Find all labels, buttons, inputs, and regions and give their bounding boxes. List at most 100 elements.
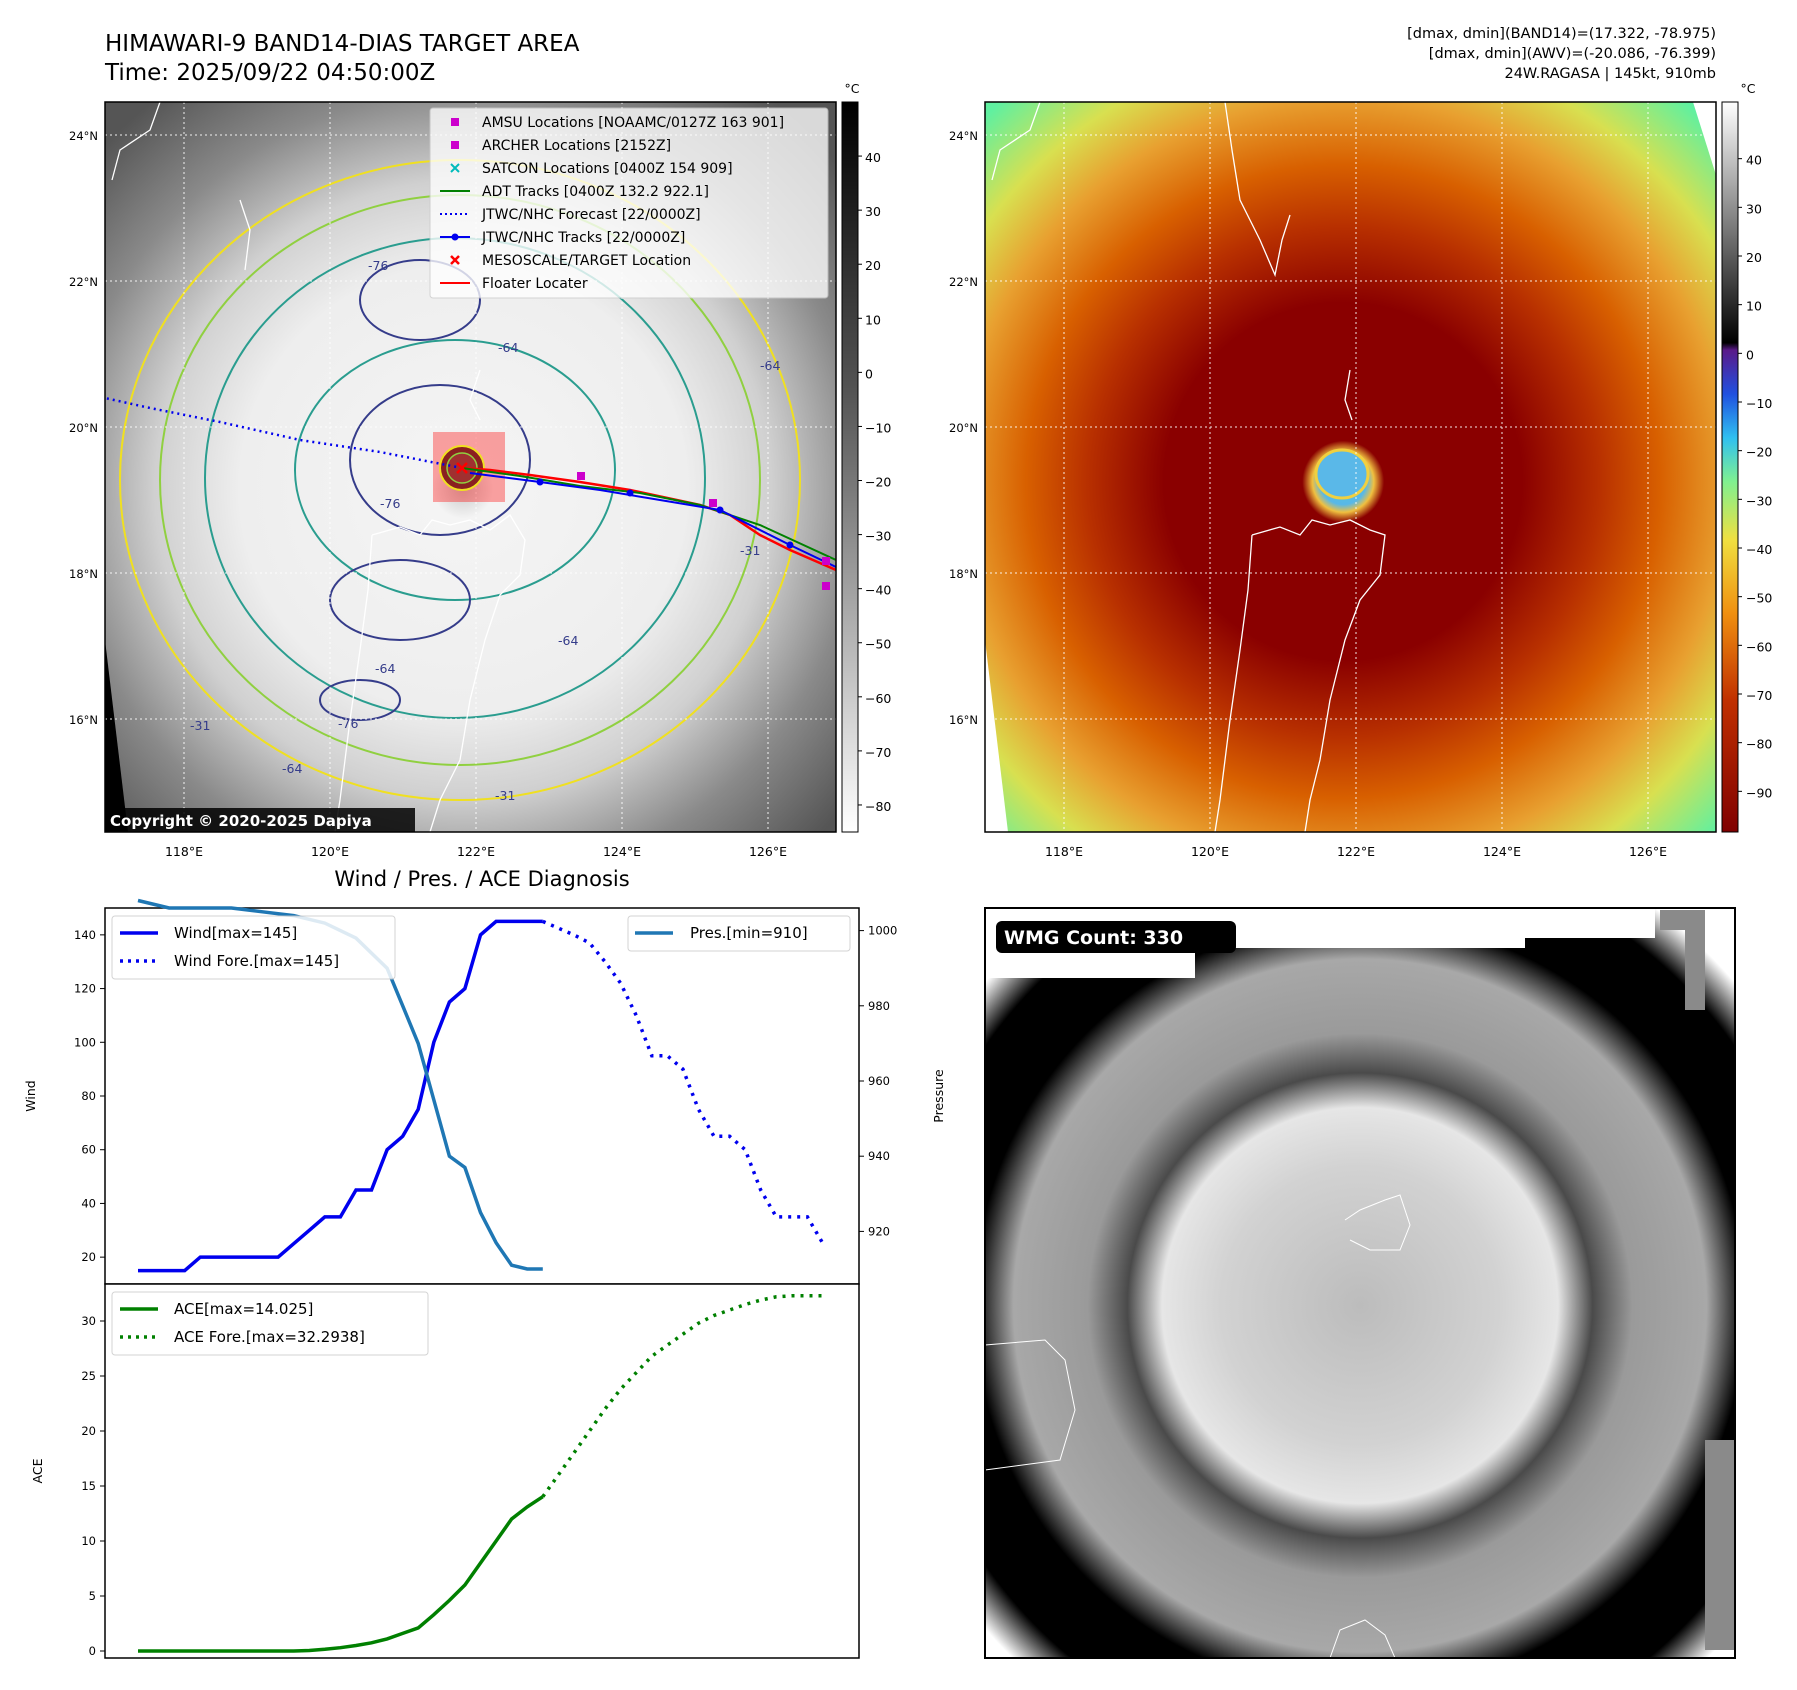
ace-tick-label: 15 <box>81 1479 96 1493</box>
lon-tick-label: 118°E <box>165 844 203 859</box>
awv-colorbar-label: −50 <box>1746 591 1772 606</box>
legend-tracks: JTWC/NHC Tracks [22/0000Z] <box>481 230 685 246</box>
pressure-tick-label: 980 <box>868 999 890 1013</box>
wind-tick-label: 80 <box>81 1089 96 1103</box>
lat-tick-label: 22°N <box>69 275 98 289</box>
ir-colorbar-label: −20 <box>865 475 891 490</box>
ir-colorbar-label: −50 <box>865 637 891 652</box>
awv-colorbar-label: −30 <box>1746 493 1772 508</box>
contour-label-7: -64 <box>282 761 302 776</box>
awv-panel: °C <box>984 81 1756 833</box>
lon-tick-label: 122°E <box>1337 844 1375 859</box>
dmax-dmin-band14: [dmax, dmin](BAND14)=(17.322, -78.975) <box>1407 26 1716 42</box>
wind-legend: Wind[max=145] Wind Fore.[max=145] <box>111 915 396 980</box>
awv-colorbar-label: −70 <box>1746 688 1772 703</box>
awv-colorbar-label: −10 <box>1746 396 1772 411</box>
lat-tick-label: 22°N <box>949 275 978 289</box>
ace-chart: ACE 30 25 20 15 10 5 0 ACE[max=14.025] ACE For… <box>30 1283 860 1659</box>
awv-colorbar-label: −80 <box>1746 737 1772 752</box>
legend-archer: ARCHER Locations [2152Z] <box>482 138 671 154</box>
contour-label-2: -64 <box>498 340 518 355</box>
legend-wind: Wind[max=145] <box>174 924 297 942</box>
awv-colorbar-label: −90 <box>1746 785 1772 800</box>
legend-marker-amsu <box>451 118 459 126</box>
lon-tick-label: 126°E <box>749 844 787 859</box>
contour-label-11: -31 <box>190 718 210 733</box>
wind-tick-label: 140 <box>74 928 96 942</box>
wind-tick-label: 60 <box>81 1143 96 1157</box>
series-line-2 <box>137 898 543 1271</box>
ir-colorbar-label: −70 <box>865 745 891 760</box>
contour-label-1: -76 <box>368 258 388 273</box>
ir-colorbar-label: 30 <box>865 204 881 219</box>
wind-tick-label: 100 <box>74 1035 96 1049</box>
lon-tick-label: 122°E <box>457 844 495 859</box>
legend-ace-forecast: ACE Fore.[max=32.2938] <box>174 1328 365 1346</box>
legend-satcon: SATCON Locations [0400Z 154 909] <box>482 161 733 177</box>
awv-colorbar-label: 30 <box>1746 201 1762 216</box>
legend-marker-mesoscale <box>450 255 460 265</box>
lon-tick-label: 120°E <box>311 844 349 859</box>
contour-label-8: -31 <box>740 543 760 558</box>
lat-tick-label: 24°N <box>69 129 98 143</box>
storm-identifier: 24W.RAGASA | 145kt, 910mb <box>1504 66 1716 82</box>
ir-colorbar: °C <box>841 81 860 833</box>
wind-axis-label: Wind <box>23 1080 38 1111</box>
wind-pressure-chart: Wind / Pres. / ACE Diagnosis Wind Pressu… <box>23 867 946 1285</box>
pressure-tick-label: 1000 <box>868 924 897 938</box>
lon-tick-label: 126°E <box>1629 844 1667 859</box>
legend-floater: Floater Locater <box>482 276 588 292</box>
ace-tick-label: 20 <box>81 1424 96 1438</box>
legend-forecast: JTWC/NHC Forecast [22/0000Z] <box>481 207 701 223</box>
ir-colorbar-label: −10 <box>865 420 891 435</box>
ir-colorbar-unit: °C <box>845 81 860 96</box>
contour-label-9: -31 <box>495 788 515 803</box>
awv-colorbar-label: 10 <box>1746 299 1762 314</box>
pressure-tick-label: 940 <box>868 1149 890 1163</box>
lon-tick-label: 124°E <box>1483 844 1521 859</box>
copyright-label: Copyright © 2020-2025 Dapiya <box>110 812 372 830</box>
legend-amsu: AMSU Locations [NOAAMC/0127Z 163 901] <box>482 115 784 131</box>
lon-tick-label: 124°E <box>603 844 641 859</box>
awv-colorbar-label: 40 <box>1746 153 1762 168</box>
ir-legend: AMSU Locations [NOAAMC/0127Z 163 901] AR… <box>429 107 829 299</box>
contour-label-3: -64 <box>558 633 578 648</box>
lat-tick-label: 20°N <box>69 421 98 435</box>
wind-tick-label: 120 <box>74 982 96 996</box>
pressure-axis-label: Pressure <box>931 1069 946 1123</box>
awv-colorbar-label: −20 <box>1746 445 1772 460</box>
lon-tick-label: 118°E <box>1045 844 1083 859</box>
ir-colorbar-label: 20 <box>865 258 881 273</box>
figure-title-line1: HIMAWARI-9 BAND14-DIAS TARGET AREA <box>105 31 580 57</box>
awv-colorbar-unit: °C <box>1741 81 1756 96</box>
ir-colorbar-label: 0 <box>865 366 873 381</box>
pressure-tick-label: 960 <box>868 1074 890 1088</box>
ace-tick-label: 25 <box>81 1369 96 1383</box>
ir-colorbar-label: −40 <box>865 583 891 598</box>
wmg-count-label: WMG Count: 330 <box>1004 927 1183 949</box>
lat-tick-label: 20°N <box>949 421 978 435</box>
wind-tick-label: 40 <box>81 1196 96 1210</box>
series-line-0 <box>138 919 543 1273</box>
diagnosis-title: Wind / Pres. / ACE Diagnosis <box>334 867 629 891</box>
figure-title-line2: Time: 2025/09/22 04:50:00Z <box>104 60 435 86</box>
ace-tick-label: 5 <box>89 1589 96 1603</box>
legend-ace: ACE[max=14.025] <box>174 1300 313 1318</box>
contour-label-6: -76 <box>338 716 358 731</box>
lon-tick-label: 120°E <box>1191 844 1229 859</box>
contour-label-5: -64 <box>375 661 395 676</box>
lat-tick-label: 16°N <box>69 713 98 727</box>
awv-colorbar: °C <box>1721 81 1756 833</box>
legend-marker-satcon <box>450 163 460 173</box>
ace-tick-label: 30 <box>81 1314 96 1328</box>
ir-colorbar-label: 10 <box>865 312 881 327</box>
lat-tick-label: 16°N <box>949 713 978 727</box>
ace-series-line-0 <box>138 1495 544 1653</box>
legend-pressure: Pres.[min=910] <box>690 924 808 942</box>
contour-label-4: -76 <box>380 496 400 511</box>
ir-colorbar-label: −60 <box>865 691 891 706</box>
awv-colorbar-label: −60 <box>1746 639 1772 654</box>
wind-tick-label: 20 <box>81 1250 96 1264</box>
awv-colorbar-label: 0 <box>1746 347 1754 362</box>
ir-colorbar-label: 40 <box>865 150 881 165</box>
